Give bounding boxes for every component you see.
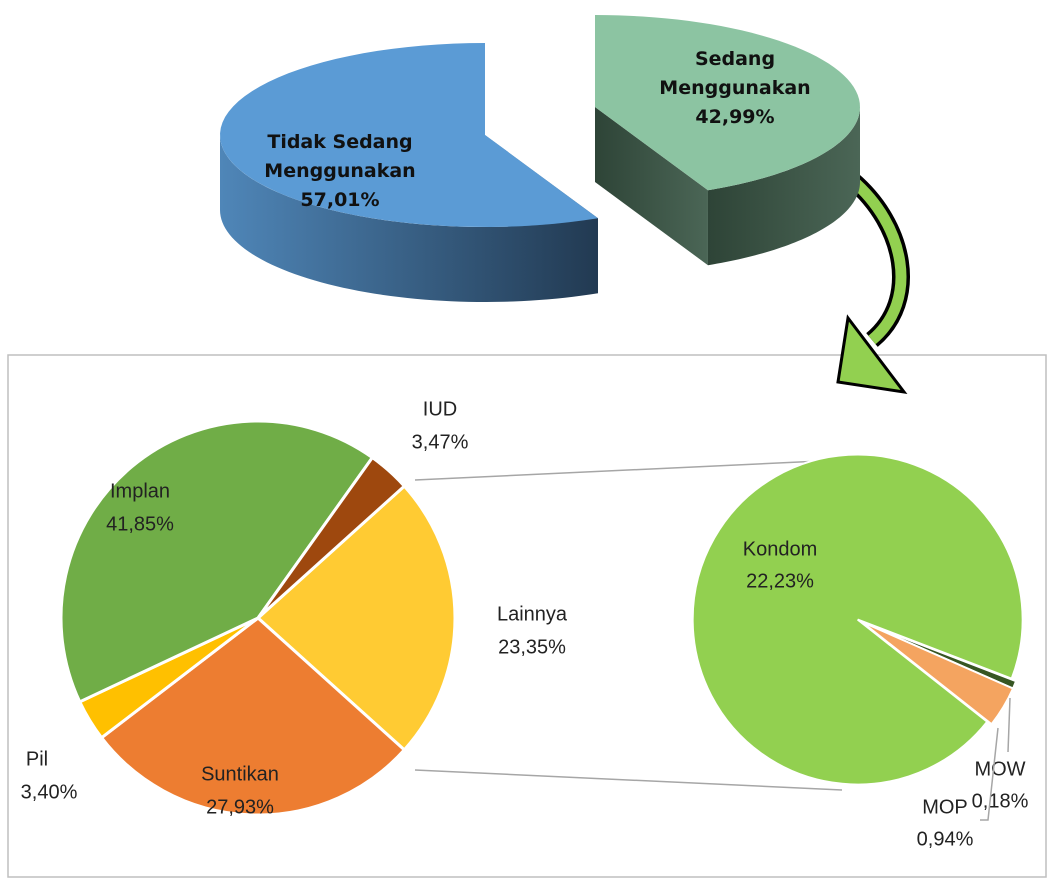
arrow-shaft xyxy=(848,175,907,345)
slice-label: IUD xyxy=(423,398,457,420)
value-label: 23,35% xyxy=(498,636,566,658)
plot-frame xyxy=(7,354,1047,878)
leader-line xyxy=(1007,697,1011,753)
leader-line xyxy=(980,727,999,821)
value-label: 27,93% xyxy=(206,796,274,818)
slice xyxy=(256,455,407,620)
slice-label: MOW xyxy=(974,758,1025,780)
slice-label: MOP xyxy=(922,796,968,818)
connector-line xyxy=(414,459,843,481)
value-label: 3,40% xyxy=(21,781,78,803)
slice-label: Kondom xyxy=(743,538,818,560)
slice xyxy=(691,453,1024,786)
slice-label: Lainnya xyxy=(497,603,568,625)
value-label: 0,18% xyxy=(972,790,1029,812)
slice-label: Tidak Sedang Menggunakan xyxy=(264,131,416,182)
slice-label: Pil xyxy=(26,748,48,770)
slice-wall xyxy=(220,135,598,302)
slice xyxy=(99,616,407,817)
slice xyxy=(220,43,598,227)
slice xyxy=(595,15,860,191)
value-label: 42,99% xyxy=(695,106,775,128)
value-label: 0,94% xyxy=(917,828,974,850)
value-label: 41,85% xyxy=(106,513,174,535)
slice xyxy=(861,621,1015,726)
value-label: 22,23% xyxy=(746,570,814,592)
value-label: 3,47% xyxy=(412,431,469,453)
slice-wall xyxy=(707,107,860,266)
slice xyxy=(59,419,375,704)
slice-label: Implan xyxy=(110,480,170,502)
connector-line xyxy=(414,769,843,791)
slice xyxy=(255,483,457,753)
arrow-head xyxy=(836,314,908,395)
value-label: 57,01% xyxy=(300,189,380,211)
slice-label: Suntikan xyxy=(201,763,279,785)
slice-label: Sedang Menggunakan xyxy=(659,48,811,99)
arrow xyxy=(836,173,910,395)
slice-side xyxy=(595,107,708,266)
